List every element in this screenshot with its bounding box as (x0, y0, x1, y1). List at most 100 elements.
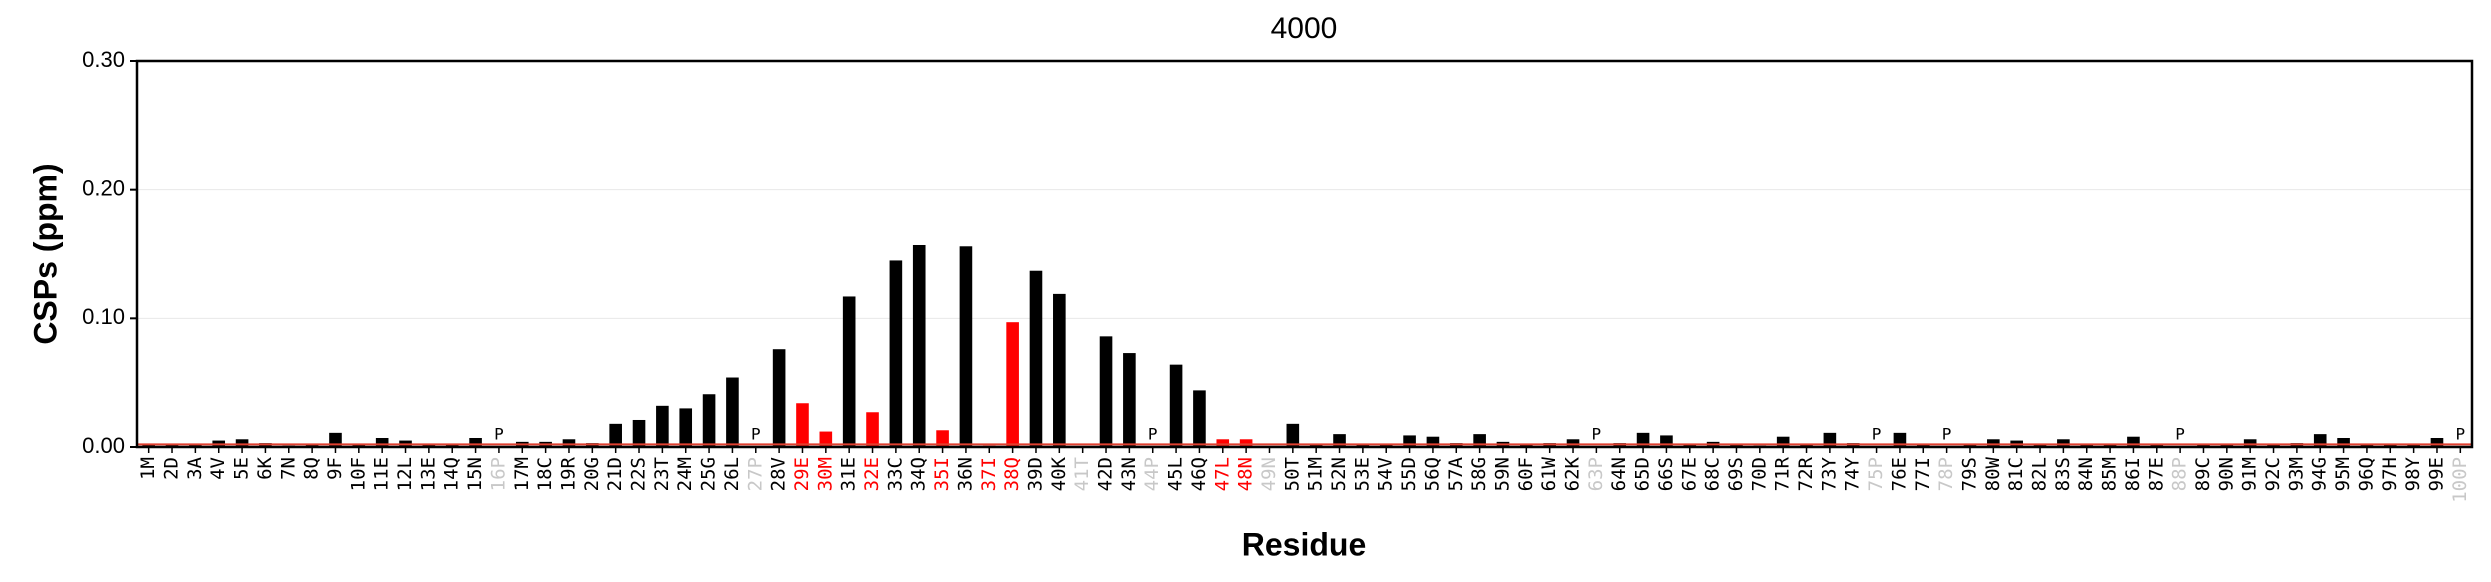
bar (1403, 435, 1416, 447)
bar (1776, 436, 1790, 447)
x-tick-label: 49N (1258, 457, 1280, 491)
x-tick-label: 36N (954, 457, 976, 491)
bar (2383, 444, 2397, 447)
bar (656, 405, 669, 447)
x-tick-label: 1M (137, 457, 159, 480)
bar (165, 444, 179, 447)
bar (866, 412, 879, 447)
bar (1379, 444, 1393, 447)
x-tick-label: 98Y (2402, 456, 2424, 491)
x-tick-label: 44P (1141, 457, 1163, 491)
x-tick-label: 96Q (2355, 457, 2377, 491)
bar (2197, 444, 2210, 447)
x-tick-label: 90N (2215, 457, 2237, 491)
bar (1169, 364, 1183, 447)
x-tick-label: 7N (277, 457, 299, 480)
bar (1309, 444, 1323, 447)
x-tick-label: 18C (534, 457, 556, 491)
bar (1099, 336, 1113, 447)
x-tick-label: 58G (1468, 457, 1490, 491)
x-tick-label: 62K (1562, 456, 1584, 491)
x-tick-label: 46Q (1188, 457, 1210, 491)
bar (1193, 390, 1206, 447)
bar (702, 394, 716, 447)
x-tick-label: 22S (628, 457, 650, 491)
y-tick-label: 0.20 (82, 175, 125, 200)
x-tick-label: 95M (2332, 457, 2354, 491)
x-tick-label: 43N (1118, 457, 1140, 491)
x-tick-label: 53E (1351, 457, 1373, 491)
x-tick-label: 47L (1211, 457, 1233, 491)
x-tick-label: 94G (2309, 457, 2331, 491)
x-tick-label: 16P (487, 457, 509, 491)
x-tick-label: 26L (721, 457, 743, 491)
bar (1730, 444, 1743, 447)
bar (2430, 437, 2444, 447)
x-tick-label: 100P (2449, 457, 2471, 503)
x-tick-label: 74Y (1842, 456, 1864, 491)
x-tick-label: 51M (1305, 457, 1327, 491)
annotation: P (1592, 425, 1602, 444)
x-tick-label: 30M (814, 457, 836, 491)
x-tick-label: 11E (371, 457, 393, 491)
bar (796, 403, 809, 447)
x-tick-label: 79S (1958, 457, 1980, 491)
annotation: P (2456, 425, 2466, 444)
x-tick-label: 2D (161, 457, 183, 480)
bar (1356, 444, 1370, 447)
bar (912, 244, 926, 447)
bar (1800, 444, 1813, 447)
x-tick-label: 45L (1165, 457, 1187, 491)
x-tick-label: 14Q (441, 457, 463, 491)
x-tick-label: 27P (744, 457, 766, 491)
bar (936, 430, 949, 447)
x-tick-label: 19R (557, 456, 579, 491)
x-tick-label: 61W (1538, 456, 1560, 491)
bar (2080, 444, 2094, 447)
bar (1987, 439, 2000, 447)
x-tick-label: 63P (1585, 457, 1607, 491)
x-tick-label: 73Y (1818, 456, 1840, 491)
x-tick-label: 92C (2262, 457, 2284, 491)
x-tick-label: 87E (2145, 457, 2167, 491)
bar (726, 377, 739, 447)
bar (2360, 444, 2374, 447)
bar (1053, 293, 1066, 447)
bar (609, 423, 622, 447)
x-tick-label: 70D (1748, 457, 1770, 491)
x-tick-label: 39D (1024, 457, 1046, 491)
x-tick-label: 42D (1095, 457, 1117, 491)
x-tick-label: 55D (1398, 457, 1420, 491)
bar (1963, 444, 1977, 447)
bar (819, 431, 833, 447)
bar (2407, 444, 2420, 447)
x-tick-label: 54V (1375, 457, 1397, 491)
bar (142, 444, 155, 447)
x-tick-label: 37I (978, 457, 1000, 491)
bar (1216, 439, 1230, 447)
annotation: P (2175, 425, 2185, 444)
x-tick-label: 15N (464, 457, 486, 491)
x-tick-label: 41T (1071, 457, 1093, 491)
x-tick-label: 40K (1048, 456, 1070, 491)
x-tick-label: 34Q (908, 457, 930, 491)
x-tick-label: 81C (2005, 457, 2027, 491)
bar (889, 260, 903, 447)
x-tick-label: 66S (1655, 457, 1677, 491)
x-tick-label: 24M (674, 457, 696, 491)
bar (959, 246, 973, 447)
bar (1239, 439, 1253, 447)
x-tick-label: 31E (838, 457, 860, 491)
x-tick-label: 93M (2285, 457, 2307, 491)
bar (2337, 437, 2350, 447)
annotation: P (1872, 425, 1882, 444)
x-tick-label: 99E (2425, 457, 2447, 491)
bar (422, 444, 436, 447)
y-axis-label: CSPs (ppm) (27, 163, 63, 344)
x-tick-label: 8Q (301, 457, 323, 480)
x-tick-label: 13E (417, 457, 439, 491)
x-tick-label: 23T (651, 457, 673, 491)
x-tick-label: 38Q (1001, 457, 1023, 491)
x-tick-label: 77I (1912, 457, 1934, 491)
bar (2220, 444, 2234, 447)
